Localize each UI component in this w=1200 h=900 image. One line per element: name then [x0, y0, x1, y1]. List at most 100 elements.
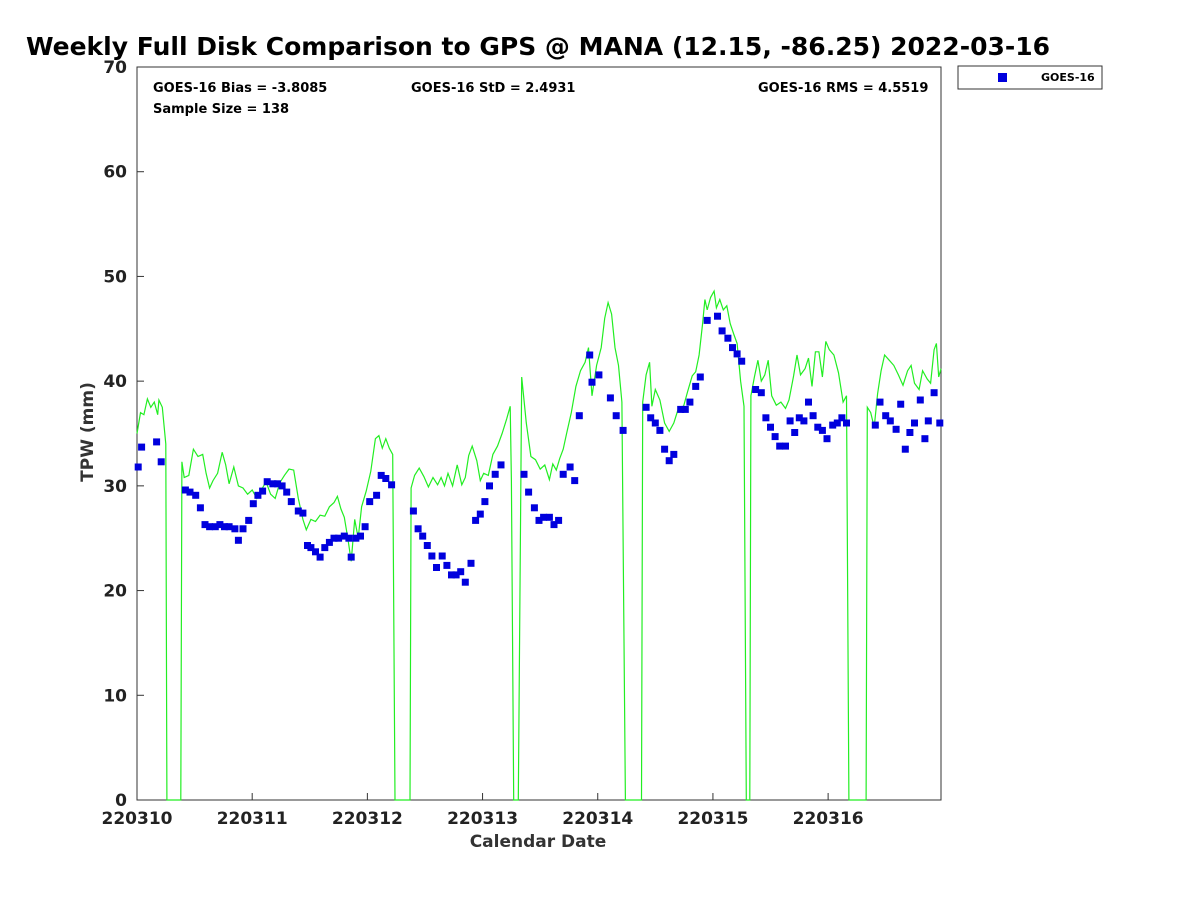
x-axis: 220310 220311 220312 220313 220314 220315 2203…	[102, 793, 864, 829]
goes16-point	[316, 553, 324, 561]
goes16-point	[192, 491, 200, 499]
rms-stat: GOES-16 RMS = 4.5519	[758, 81, 928, 96]
gps-line	[136, 289, 942, 801]
goes16-point	[924, 417, 932, 425]
goes16-point	[497, 461, 505, 469]
goes16-point	[530, 504, 538, 512]
x-tick-label: 220314	[562, 809, 633, 829]
goes16-point	[419, 532, 427, 540]
goes16-point	[718, 327, 726, 335]
goes16-point	[211, 523, 219, 531]
goes16-point	[586, 351, 594, 359]
goes16-point	[566, 463, 574, 471]
goes16-point	[897, 400, 905, 408]
y-tick-label: 40	[103, 372, 127, 392]
x-tick-label: 220312	[332, 809, 403, 829]
goes16-point	[472, 516, 480, 524]
goes16-point	[452, 571, 460, 579]
goes16-point	[681, 405, 689, 413]
goes16-point	[555, 516, 563, 524]
goes16-point	[321, 544, 329, 552]
goes16-point	[677, 405, 685, 413]
goes16-point	[882, 412, 890, 420]
goes16-point	[307, 544, 315, 552]
goes16-point	[206, 523, 214, 531]
goes16-point	[153, 438, 161, 446]
goes16-point	[249, 500, 257, 508]
goes16-point	[670, 450, 678, 458]
goes16-point	[345, 534, 353, 542]
goes16-point	[767, 423, 774, 431]
x-tick-label: 220316	[793, 809, 864, 829]
goes16-point	[340, 532, 348, 540]
goes16-point	[545, 513, 553, 521]
goes16-point	[642, 403, 650, 411]
goes16-point	[357, 532, 364, 540]
goes16-point	[575, 412, 583, 420]
goes16-point	[438, 552, 446, 560]
x-tick-label: 220311	[217, 809, 288, 829]
goes16-point	[823, 435, 831, 443]
goes16-point	[752, 386, 760, 393]
goes16-point	[871, 421, 879, 429]
goes16-point	[377, 471, 385, 479]
x-tick-label: 220315	[677, 809, 748, 829]
goes16-point	[259, 487, 267, 495]
plot-frame	[136, 66, 942, 801]
goes16-point	[216, 521, 224, 529]
goes16-point	[457, 568, 465, 576]
goes16-point	[486, 482, 493, 490]
goes16-point	[134, 463, 142, 471]
goes16-point	[157, 458, 165, 466]
goes16-point	[481, 498, 489, 506]
goes16-point	[814, 423, 822, 431]
y-tick-label: 50	[103, 267, 127, 287]
goes16-point	[234, 536, 242, 544]
goes16-point	[352, 534, 360, 542]
goes16-point	[911, 419, 918, 427]
goes16-point	[916, 396, 924, 404]
y-tick-label: 20	[103, 582, 127, 602]
goes16-point	[181, 486, 189, 494]
goes16-point	[782, 442, 789, 450]
goes16-point	[692, 382, 700, 390]
goes16-point	[892, 425, 900, 433]
goes16-point	[388, 481, 396, 489]
goes16-point	[535, 516, 543, 524]
bias-stat: GOES-16 Bias = -3.8085	[153, 81, 327, 96]
goes16-point	[239, 525, 247, 533]
goes16-point	[225, 523, 233, 531]
goes16-point	[476, 510, 484, 518]
legend-box	[957, 65, 1103, 90]
goes16-point	[921, 435, 929, 443]
goes16-point	[361, 523, 369, 531]
goes16-point	[936, 419, 944, 427]
goes16-point	[876, 398, 884, 406]
y-axis-label: TPW (mm)	[78, 382, 98, 482]
goes16-point	[696, 373, 704, 381]
goes16-point	[325, 538, 333, 546]
y-axis: 0 10 20 30 40 50 60 70	[103, 58, 144, 811]
goes16-point	[738, 357, 746, 365]
goes16-point	[448, 571, 455, 579]
goes16-point	[829, 421, 837, 429]
goes16-point	[138, 443, 146, 451]
plot-area	[136, 66, 942, 801]
goes16-point	[414, 525, 422, 533]
goes16-point	[619, 426, 627, 434]
y-tick-label: 60	[103, 163, 127, 183]
y-tick-label: 30	[103, 477, 127, 497]
goes16-point	[382, 475, 390, 482]
goes16-point	[274, 480, 281, 488]
goes16-point	[269, 480, 277, 488]
goes16-point	[443, 561, 451, 569]
goes16-point	[433, 564, 440, 571]
legend-label: GOES-16	[1041, 71, 1095, 84]
goes16-point	[809, 412, 817, 420]
goes16-point	[423, 542, 431, 549]
goes16-point	[461, 578, 469, 586]
std-stat: GOES-16 StD = 2.4931	[411, 81, 575, 96]
goes16-point	[838, 414, 846, 422]
chart-title: Weekly Full Disk Comparison to GPS @ MAN…	[26, 32, 1050, 61]
